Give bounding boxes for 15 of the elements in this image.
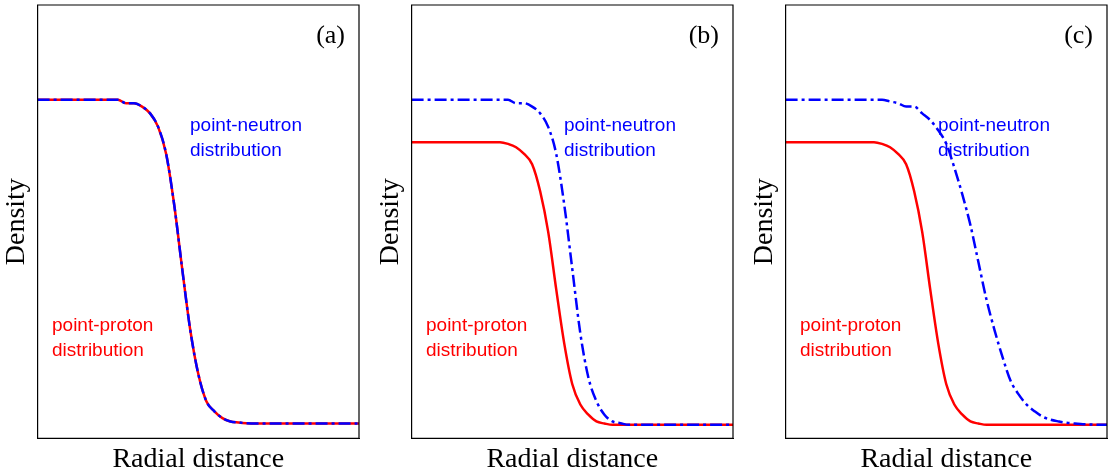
series-label: point-proton distribution	[426, 313, 529, 362]
series-label: point-proton distribution	[52, 313, 155, 362]
y-axis-title: Density	[0, 178, 31, 266]
y-axis-title: Density	[747, 178, 779, 266]
x-axis-title: Radial distance	[486, 441, 659, 473]
x-axis-title: Radial distance	[860, 441, 1033, 473]
series-label: point-proton distribution	[800, 313, 903, 362]
series-label: point-neutron distribution	[938, 113, 1051, 162]
text: (a)	[316, 19, 345, 49]
text: (c)	[1064, 19, 1093, 49]
series-label: point-neutron distribution	[190, 113, 303, 162]
text: (b)	[688, 19, 719, 49]
x-axis-title: Radial distance	[112, 441, 285, 473]
y-axis-title: Density	[373, 178, 405, 266]
series-label: point-neutron distribution	[564, 113, 677, 162]
